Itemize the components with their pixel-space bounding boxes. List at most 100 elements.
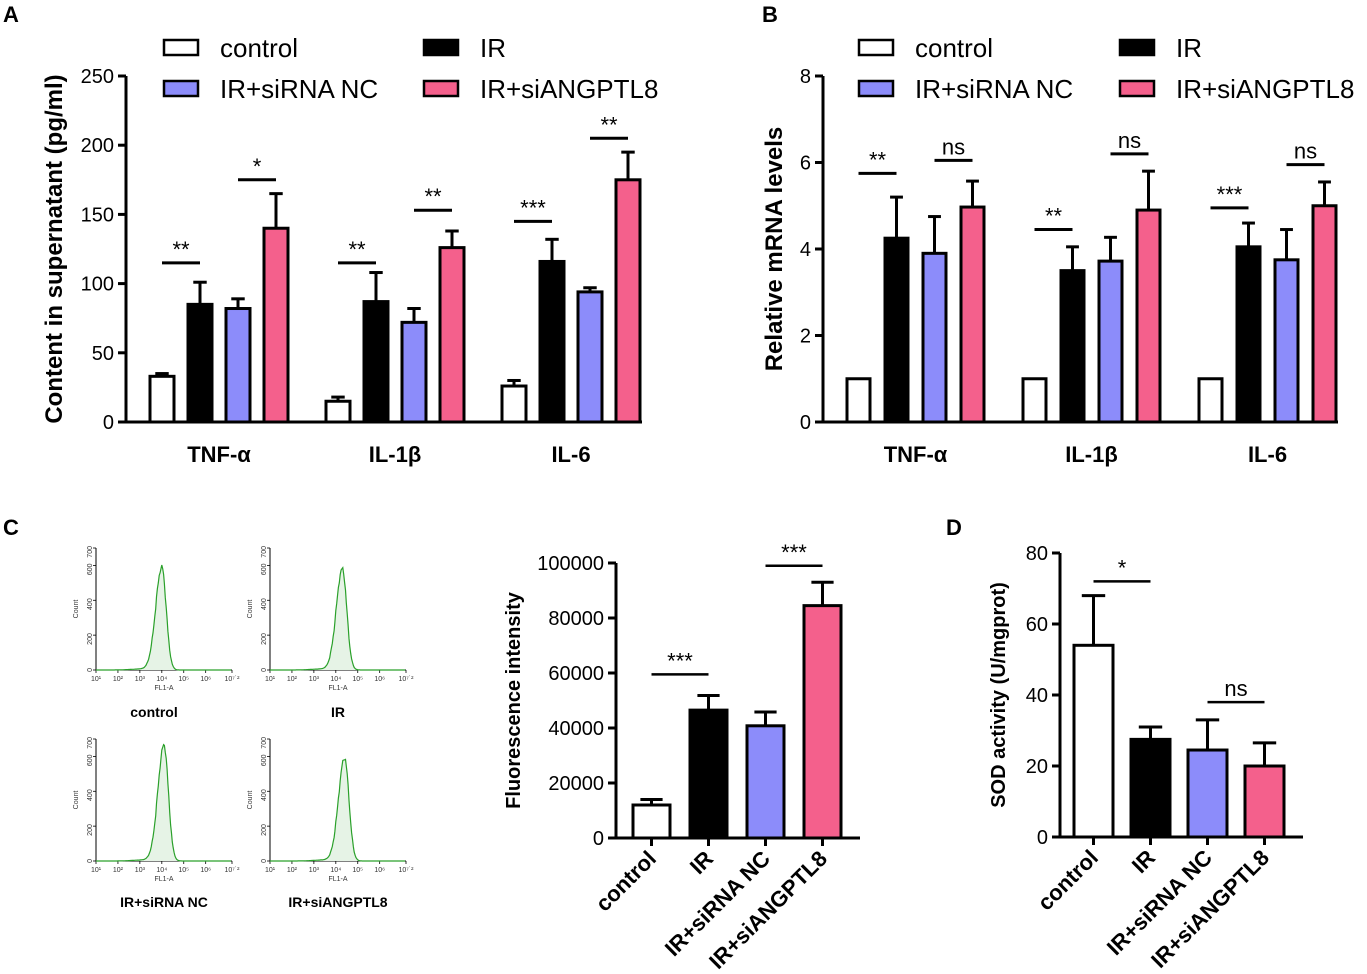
histogram-sample-label: control (130, 704, 177, 720)
histogram-x-tick-label: 10⁷˙² (225, 866, 241, 874)
histogram-fill (270, 759, 406, 861)
x-category-label: IL-6 (1248, 442, 1287, 467)
panel-label-b: B (762, 2, 778, 27)
histogram-x-tick-label: 10³ (135, 867, 146, 874)
legend-label-ir-sirna-nc: IR+siRNA NC (220, 74, 378, 104)
histogram-x-axis-title: FL1-A (328, 685, 347, 692)
significance-label: *** (1217, 182, 1243, 207)
histogram-x-tick-label: 10⁵ (352, 867, 363, 874)
histogram-y-tick-label: 600 (261, 754, 268, 766)
histogram-control: 0 200 400 600 700 10¹ 10² 10³ 10⁴ 10⁵ 10⁶ 10⁷˙² FL1-… (73, 546, 240, 720)
y-tick-label: 20 (1026, 756, 1048, 778)
bar-ir-tnf (883, 236, 910, 424)
bar-ir-siangptl8-tnf (959, 205, 986, 424)
bar-control-il-6 (1197, 377, 1224, 424)
x-category-label: control (591, 846, 661, 916)
legend-label-ir-siangptl8: IR+siANGPTL8 (1176, 74, 1354, 104)
histogram-y-tick-label: 700 (261, 737, 268, 749)
histogram-sample-label: IR+siANGPTL8 (288, 894, 387, 910)
significance-label: ns (1294, 139, 1317, 164)
histogram-x-axis-title: FL1-A (154, 685, 173, 692)
bar-ir-siangptl8 (1243, 764, 1286, 839)
histogram-x-tick-label: 10⁴ (156, 867, 167, 874)
y-tick-label: 0 (103, 412, 114, 434)
histogram-x-tick-label: 10⁴ (330, 676, 341, 683)
histogram-x-tick-label: 10⁴ (330, 867, 341, 874)
histogram-y-axis-title: Count (73, 791, 80, 810)
histogram-y-tick-label: 700 (261, 546, 268, 558)
legend-swatch-ir-siangptl8 (1118, 79, 1156, 98)
histogram-x-tick-label: 10⁶ (200, 867, 211, 874)
y-tick-label: 150 (81, 204, 114, 226)
x-category-label: IR (1127, 845, 1160, 878)
y-tick-label: 4 (800, 239, 811, 261)
y-tick-label: 20000 (548, 773, 604, 795)
bar-control (1072, 643, 1115, 839)
legend-label-control: control (220, 33, 298, 63)
histogram-x-tick-label: 10³ (309, 676, 320, 683)
y-tick-label: 0 (800, 412, 811, 434)
significance-label: ** (1045, 204, 1063, 229)
significance-label: *** (667, 648, 693, 673)
y-tick-label: 200 (81, 135, 114, 157)
legend-swatch-ir-siangptl8 (422, 79, 460, 98)
bar-ir (688, 708, 729, 840)
significance-label: ns (1118, 128, 1141, 153)
bar-ir-sirna-nc-tnf (224, 307, 252, 424)
histogram-fill (96, 744, 232, 861)
y-axis-title: Content in supernatant (pg/ml) (41, 74, 68, 423)
significance-label: ** (600, 112, 618, 137)
histogram-x-tick-label: 10¹ (265, 867, 276, 874)
histogram-ir-sirna-nc: 0 200 400 600 700 10¹ 10² 10³ 10⁴ 10⁵ 10⁶ 10⁷˙² FL1-… (73, 737, 240, 910)
bar-ir-siangptl8-il-6 (614, 178, 642, 424)
bar-ir-sirna-nc (745, 724, 786, 840)
histogram-y-tick-label: 200 (261, 633, 268, 645)
histogram-y-tick-label: 600 (261, 563, 268, 575)
legend-label-ir: IR (480, 33, 506, 63)
bar-ir-sirna-nc-il-6 (576, 290, 604, 424)
bar-ir-sirna-nc-il-6 (1273, 258, 1300, 424)
histogram-sample-label: IR (331, 704, 345, 720)
bar-control-il-1 (1021, 377, 1048, 424)
histogram-y-tick-label: 700 (87, 546, 94, 558)
significance-label: * (253, 154, 262, 179)
bar-ir-siangptl8 (802, 604, 843, 840)
y-tick-label: 60000 (548, 663, 604, 685)
chart-b-relative-mrna-levels: 0 2 4 6 8 TNF-α IL-1β IL-6 ** ns ** ns *** ns Relative… (761, 33, 1354, 467)
bar-control-tnf (148, 374, 176, 424)
bar-ir-il-1 (362, 300, 390, 424)
histogram-x-tick-label: 10³ (135, 676, 146, 683)
panel-label-c: C (3, 515, 19, 540)
y-tick-label: 6 (800, 153, 811, 175)
significance-label: *** (781, 540, 807, 565)
legend-swatch-ir (422, 38, 460, 57)
significance-label: ** (424, 184, 442, 209)
histogram-x-tick-label: 10² (287, 867, 298, 874)
histogram-curve (96, 564, 232, 671)
legend-label-control: control (915, 33, 993, 63)
y-axis-title: SOD activity (U/mgprot) (988, 582, 1010, 808)
histogram-x-tick-label: 10² (113, 867, 124, 874)
significance-label: *** (520, 195, 546, 220)
histogram-x-tick-label: 10⁵ (178, 867, 189, 874)
histogram-y-tick-label: 0 (87, 668, 94, 672)
legend-swatch-ir-sirna-nc (162, 79, 200, 98)
y-tick-label: 40 (1026, 685, 1048, 707)
significance-label: * (1118, 555, 1127, 580)
histogram-x-tick-label: 10¹ (91, 676, 102, 683)
panel-label-a: A (3, 2, 19, 27)
histogram-x-tick-label: 10² (113, 676, 124, 683)
bar-ir-siangptl8-il-6 (1311, 204, 1338, 424)
histogram-x-tick-label: 10⁵ (352, 676, 363, 683)
y-tick-label: 40000 (548, 718, 604, 740)
histogram-sample-label: IR+siRNA NC (120, 894, 208, 910)
histogram-x-tick-label: 10⁴ (156, 676, 167, 683)
significance-label: ns (1224, 676, 1247, 701)
y-tick-label: 0 (593, 828, 604, 850)
histogram-x-tick-label: 10¹ (91, 867, 102, 874)
histogram-x-tick-label: 10³ (309, 867, 320, 874)
legend-swatch-ir (1118, 38, 1156, 57)
